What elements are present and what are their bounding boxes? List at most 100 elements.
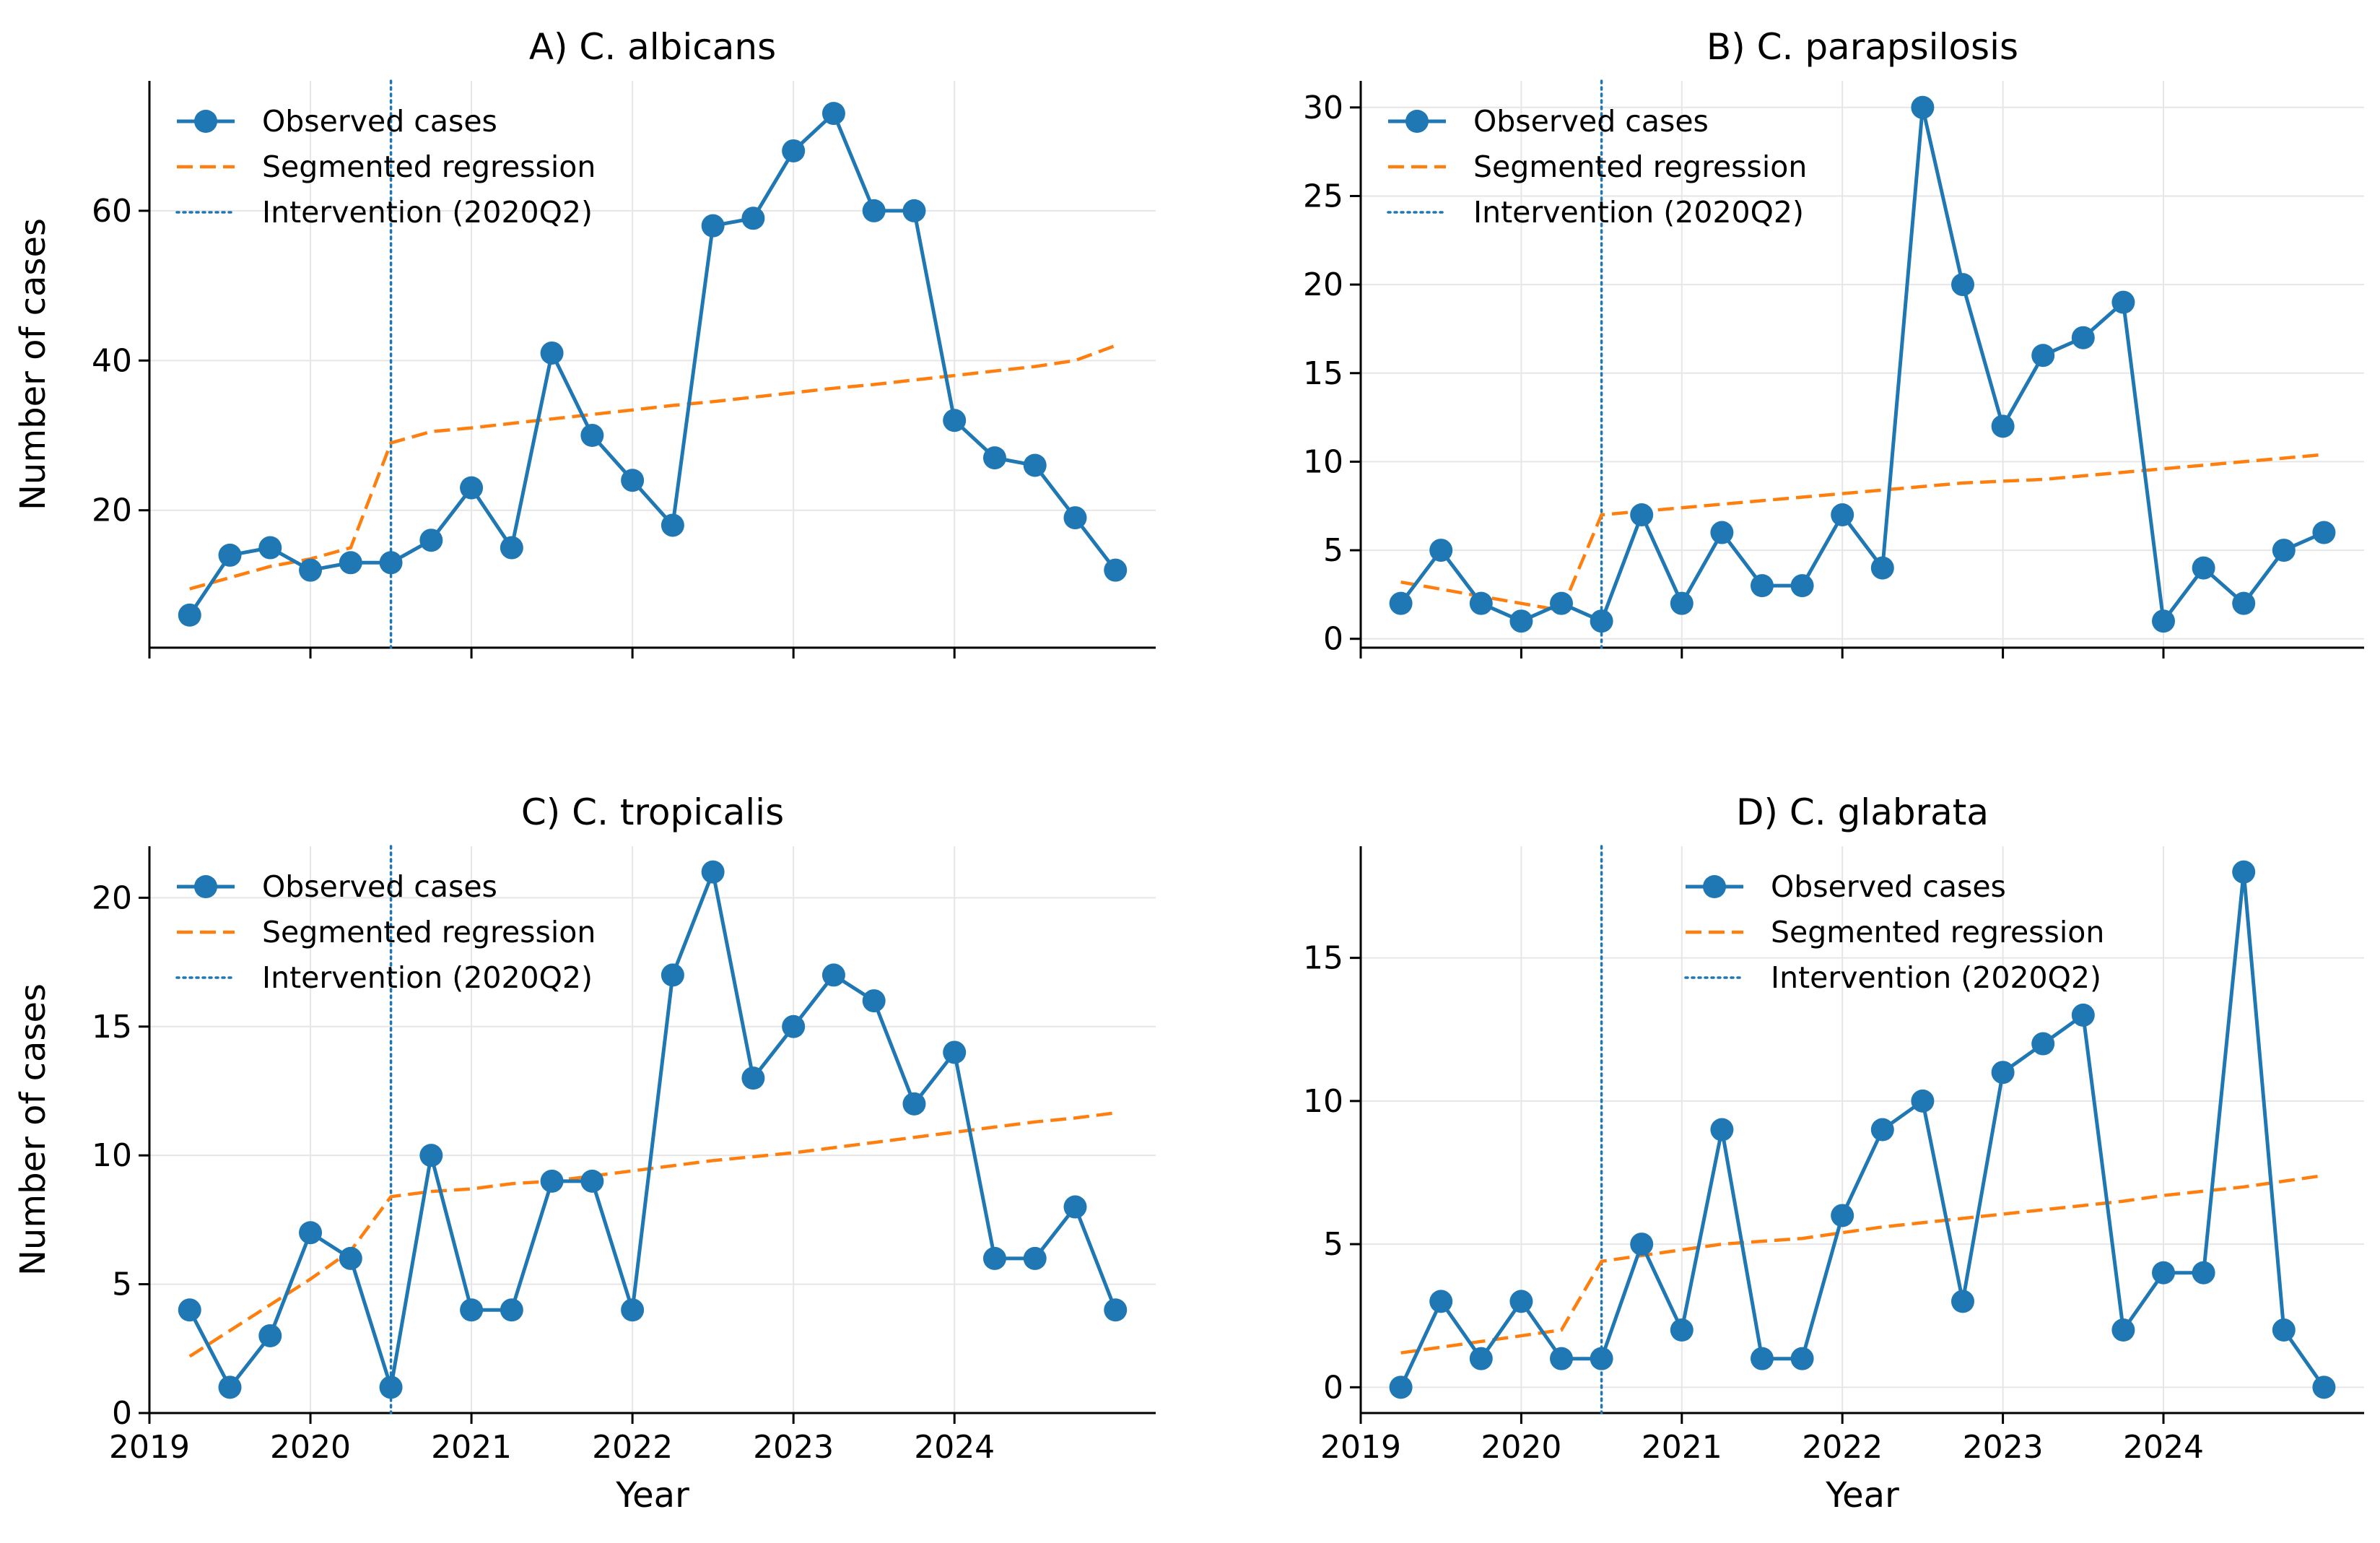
observed-point — [1630, 503, 1654, 527]
observed-point — [379, 551, 403, 575]
legend-observed-marker — [1405, 110, 1429, 133]
y-tick-label: 10 — [1303, 1083, 1343, 1120]
observed-point — [1104, 1298, 1128, 1322]
observed-point — [2272, 539, 2296, 562]
observed-point — [540, 1169, 564, 1193]
observed-point — [1710, 521, 1734, 544]
legend-observed-marker — [1703, 875, 1726, 898]
observed-point — [2312, 1375, 2336, 1399]
observed-point — [862, 989, 886, 1013]
legend: Observed cases Segmented regression Interv… — [175, 869, 596, 995]
observed-point — [1550, 591, 1573, 615]
observed-point — [2312, 521, 2336, 544]
observed-point — [1389, 591, 1413, 615]
panel-title: B) C. parapsilosis — [1706, 26, 2018, 68]
y-tick-label: 20 — [92, 879, 132, 916]
observed-point — [2192, 556, 2215, 580]
chart-panel-2: 0 5 10 15 20 25 30 B) C. parapsilosis Observed c… — [1303, 26, 2364, 659]
observed-point — [621, 1298, 645, 1322]
observed-point — [821, 963, 845, 987]
observed-point — [379, 1375, 403, 1399]
regression-line — [189, 344, 1116, 591]
observed-point — [258, 1323, 282, 1347]
observed-point — [741, 207, 765, 230]
observed-point — [1951, 273, 1974, 297]
chart-panel-3: 2019 2020 2021 2022 2023 2024 0 5 10 15 20 C) C. tr… — [13, 791, 1156, 1516]
observed-point — [1509, 1290, 1533, 1313]
observed-point — [178, 1298, 201, 1322]
x-tick-label: 2019 — [109, 1429, 190, 1466]
observed-point — [500, 536, 523, 560]
legend-label: Segmented regression — [1473, 149, 1807, 184]
y-tick-label: 5 — [112, 1266, 132, 1303]
legend-label: Intervention (2020Q2) — [1771, 960, 2101, 995]
y-tick-label: 20 — [1303, 266, 1343, 303]
y-tick-label: 25 — [1303, 178, 1343, 214]
y-tick-label: 10 — [1303, 443, 1343, 480]
observed-point — [540, 341, 564, 365]
observed-point — [1509, 609, 1533, 633]
observed-point — [782, 139, 806, 162]
observed-point — [460, 1298, 484, 1322]
observed-point — [1469, 591, 1493, 615]
observed-point — [460, 476, 484, 500]
observed-point — [982, 1246, 1006, 1270]
observed-point — [1751, 1347, 1774, 1370]
x-tick-label: 2024 — [2123, 1429, 2204, 1466]
observed-point — [218, 1375, 242, 1399]
x-tick-label: 2022 — [1802, 1429, 1883, 1466]
observed-point — [1429, 539, 1453, 562]
observed-point — [821, 102, 845, 126]
observed-point — [1710, 1118, 1734, 1142]
legend-observed-marker — [194, 110, 217, 133]
x-tick-label: 2023 — [1963, 1429, 2044, 1466]
observed-point — [2031, 1032, 2055, 1056]
observed-point — [2192, 1261, 2215, 1285]
legend-label: Intervention (2020Q2) — [262, 960, 593, 995]
y-tick-label: 15 — [1303, 355, 1343, 392]
legend-label: Intervention (2020Q2) — [1473, 195, 1804, 230]
y-tick-label: 40 — [92, 342, 132, 379]
observed-point — [1670, 591, 1694, 615]
observed-point — [1063, 1195, 1087, 1219]
observed-point — [661, 963, 684, 987]
observed-point — [862, 199, 886, 222]
observed-point — [1469, 1347, 1493, 1370]
x-tick-label: 2019 — [1320, 1429, 1401, 1466]
x-tick-label: 2021 — [431, 1429, 512, 1466]
observed-point — [701, 214, 725, 238]
legend-label: Segmented regression — [1771, 915, 2104, 949]
observed-point — [500, 1298, 523, 1322]
observed-point — [2071, 1003, 2095, 1027]
regression-line — [188, 1111, 1116, 1358]
observed-point — [1590, 609, 1613, 633]
y-tick-label: 15 — [1303, 940, 1343, 977]
legend-label: Observed cases — [1473, 104, 1709, 139]
observed-point — [1104, 558, 1128, 582]
observed-point — [580, 424, 604, 448]
y-tick-label: 30 — [1303, 90, 1343, 126]
observed-point — [1670, 1318, 1694, 1342]
observed-point — [419, 529, 443, 552]
legend: Observed cases Segmented regression Interv… — [1387, 104, 1807, 230]
observed-point — [1870, 1118, 1894, 1142]
y-tick-label: 0 — [1323, 1369, 1343, 1406]
observed-point — [1991, 414, 2015, 438]
observed-point — [2071, 326, 2095, 349]
y-tick-label: 60 — [92, 193, 132, 230]
observed-point — [782, 1014, 806, 1038]
y-tick-label: 0 — [1323, 621, 1343, 658]
observed-point — [1831, 1204, 1854, 1227]
observed-point — [419, 1144, 443, 1168]
observed-point — [1063, 506, 1087, 530]
observed-point — [1790, 1347, 1814, 1370]
legend-label: Observed cases — [262, 104, 497, 139]
observed-point — [621, 469, 645, 492]
observed-point — [178, 603, 201, 627]
observed-point — [2031, 344, 2055, 368]
observed-point — [2152, 1261, 2175, 1285]
observed-point — [701, 860, 725, 884]
legend-observed-marker — [194, 875, 217, 898]
